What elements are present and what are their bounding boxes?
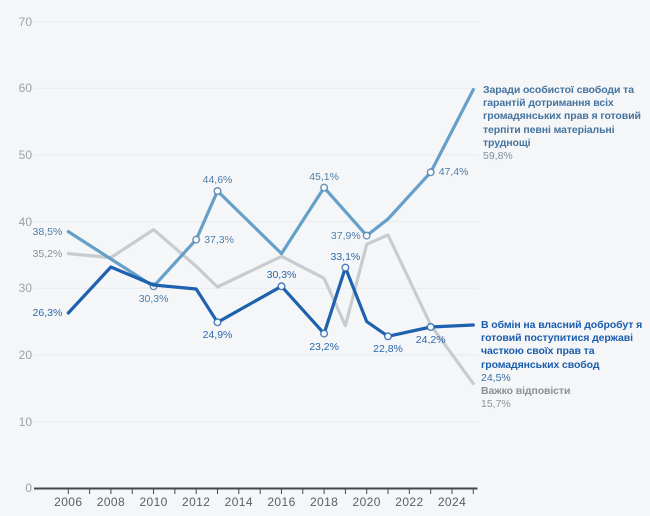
point-label: 33,1% — [330, 250, 361, 263]
data-point-marker — [192, 235, 201, 244]
series-line-freedom — [66, 87, 475, 288]
point-label: 35,2% — [32, 247, 63, 260]
series-line-welfare — [66, 265, 475, 338]
series-line-hard-to-answer — [66, 228, 475, 386]
x-tick-label: 2020 — [352, 495, 381, 509]
point-label: 47,4% — [438, 166, 469, 179]
point-label: 38,5% — [32, 225, 63, 238]
x-tick-label: 2022 — [395, 495, 424, 509]
point-label: 37,3% — [204, 233, 234, 246]
y-tick-label: 20 — [18, 348, 32, 362]
point-label: 44,6% — [202, 174, 233, 186]
y-tick-label: 0 — [25, 481, 32, 496]
legend-freedom: Заради особистої свободи та гарантій дот… — [483, 84, 650, 163]
data-point-marker — [341, 263, 350, 272]
y-tick-label: 60 — [18, 81, 32, 96]
point-label: 23,2% — [309, 340, 339, 353]
legend-hard-title: Важко відповісти — [481, 385, 571, 398]
x-tick-label: 2006 — [54, 495, 83, 509]
legend-freedom-title: Заради особистої свободи та гарантій дот… — [483, 84, 641, 149]
data-point-marker — [277, 282, 286, 291]
data-point-marker — [320, 183, 329, 192]
legend-welfare: В обмін на власний добробут я готовий по… — [481, 319, 650, 385]
data-point-marker — [213, 186, 222, 195]
y-tick-label: 30 — [18, 281, 32, 296]
legend-welfare-title: В обмін на власний добробут я готовий по… — [481, 319, 643, 371]
data-point-marker — [362, 231, 371, 240]
x-tick-label: 2014 — [224, 495, 253, 509]
x-tick-label: 2012 — [182, 495, 211, 509]
data-point-marker — [320, 329, 329, 338]
x-tick-label: 2024 — [437, 495, 467, 509]
point-label: 45,1% — [309, 170, 339, 183]
y-tick-label: 50 — [18, 148, 32, 162]
legend-welfare-value: 24,5% — [481, 371, 511, 384]
point-label: 26,3% — [32, 307, 63, 319]
point-label: 37,9% — [330, 229, 361, 242]
y-tick-label: 10 — [18, 414, 32, 429]
x-tick-label: 2008 — [96, 495, 126, 509]
legend-hard-value: 15,7% — [481, 398, 511, 411]
x-tick-label: 2016 — [267, 495, 296, 509]
data-point-marker — [426, 168, 435, 177]
point-label: 24,9% — [202, 329, 233, 342]
point-label: 30,3% — [266, 269, 297, 282]
legend-hard-to-answer: Важко відповісти 15,7% — [481, 385, 650, 411]
data-point-marker — [426, 323, 435, 332]
point-label: 22,8% — [373, 343, 403, 356]
x-tick-label: 2018 — [309, 495, 339, 509]
x-tick-label: 2010 — [139, 495, 168, 509]
legend-freedom-value: 59,8% — [483, 150, 513, 163]
point-label: 30,3% — [138, 293, 169, 306]
point-label: 24,2% — [415, 334, 446, 346]
data-point-marker — [213, 318, 222, 327]
data-point-marker — [384, 332, 393, 341]
y-tick-label: 40 — [18, 214, 32, 229]
y-tick-label: 70 — [18, 14, 32, 29]
legend-bottom-group: В обмін на власний добробут я готовий по… — [481, 319, 650, 411]
